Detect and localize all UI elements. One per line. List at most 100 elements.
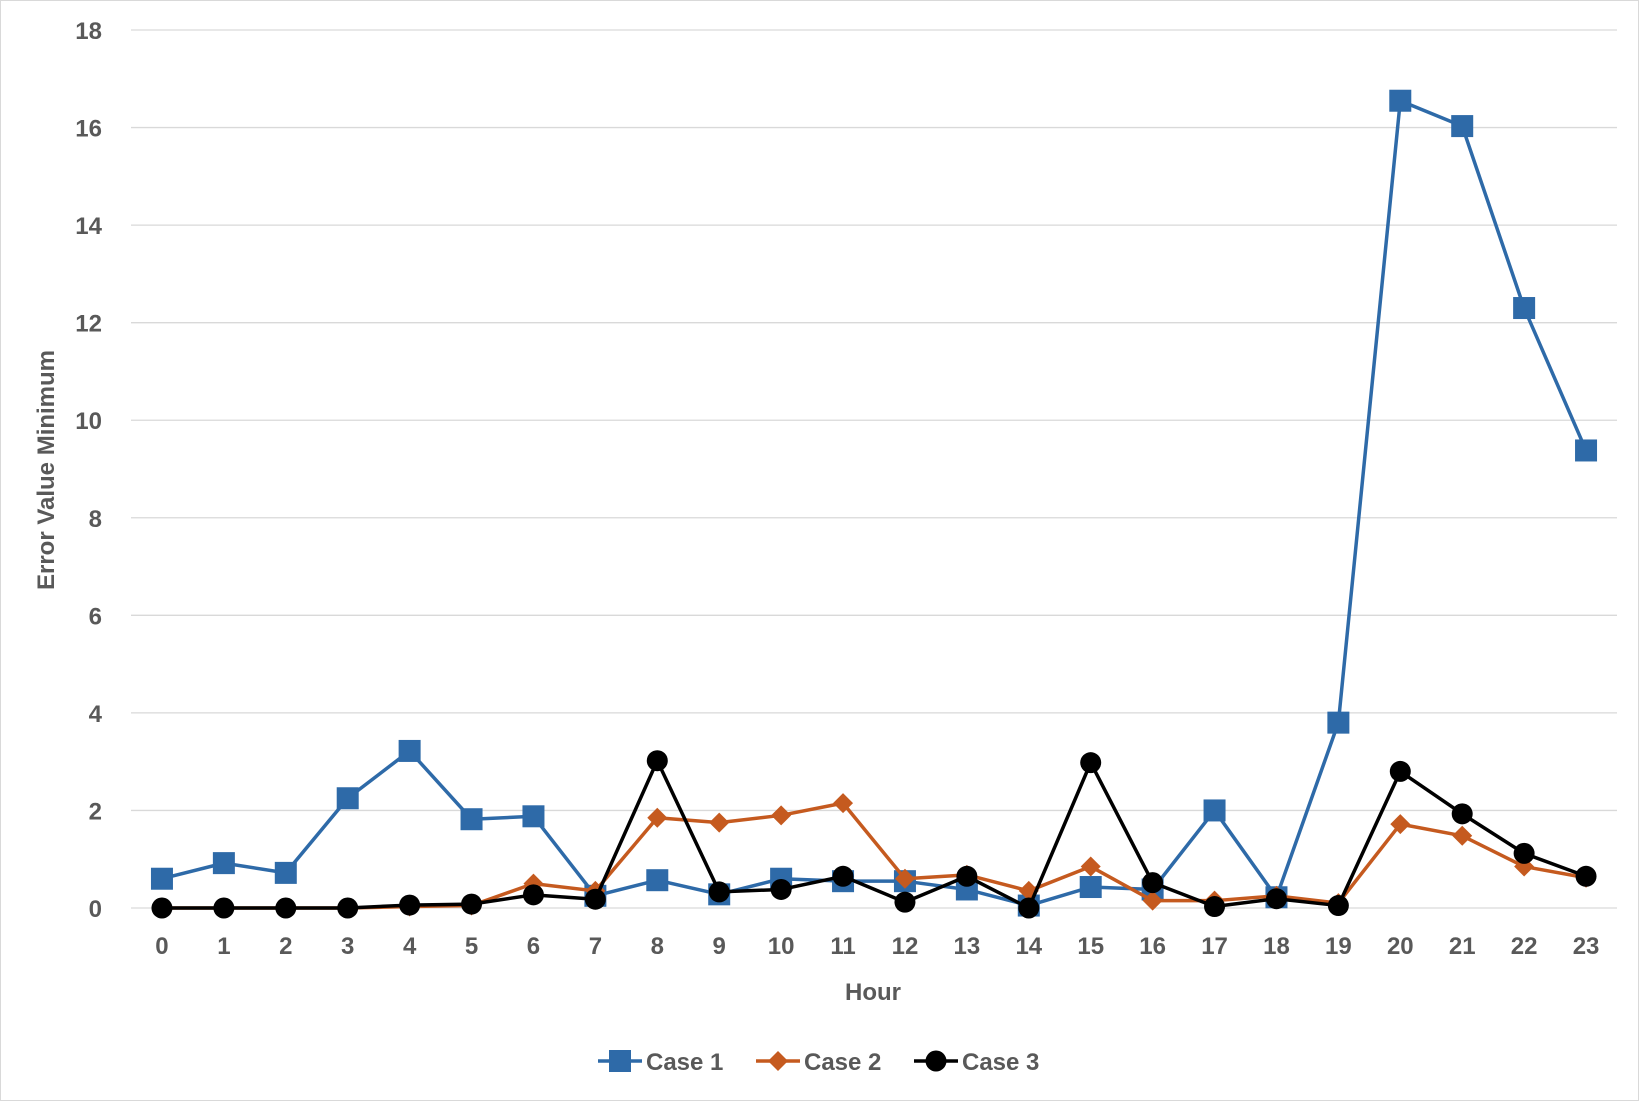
data-point bbox=[1389, 89, 1412, 112]
series-line bbox=[161, 98, 1588, 908]
x-tick-label: 19 bbox=[1325, 933, 1352, 960]
y-axis-tick-labels: 0 2 4 6 8 10 12 14 16 18 bbox=[75, 18, 102, 923]
data-point bbox=[1080, 752, 1102, 774]
x-tick-label: 13 bbox=[954, 933, 981, 960]
x-tick-label: 22 bbox=[1511, 933, 1538, 960]
x-tick-label: 8 bbox=[651, 933, 664, 960]
data-point bbox=[1080, 856, 1101, 877]
data-point bbox=[833, 793, 854, 814]
data-point bbox=[212, 852, 235, 875]
x-tick-label: 23 bbox=[1573, 933, 1600, 960]
data-point bbox=[647, 807, 668, 828]
data-point bbox=[1575, 439, 1598, 462]
legend: Case 1 Case 2 Case 3 bbox=[598, 1049, 1039, 1076]
x-tick-label: 4 bbox=[403, 933, 417, 960]
legend-label: Case 1 bbox=[646, 1049, 723, 1076]
data-point bbox=[708, 881, 730, 903]
y-tick-label: 14 bbox=[75, 213, 102, 240]
x-tick-label: 1 bbox=[217, 933, 230, 960]
data-point bbox=[1079, 876, 1102, 899]
y-tick-label: 2 bbox=[89, 798, 102, 825]
data-point bbox=[274, 861, 297, 884]
data-point bbox=[832, 865, 854, 887]
x-axis-tick-labels: 0 1 2 3 4 5 6 7 8 9 10 11 12 13 14 15 16 17 18 19 20 21 22 23 bbox=[155, 933, 1599, 960]
data-point bbox=[461, 893, 483, 915]
x-tick-label: 2 bbox=[279, 933, 292, 960]
y-tick-label: 8 bbox=[89, 506, 102, 533]
x-tick-label: 21 bbox=[1449, 933, 1476, 960]
legend-marker bbox=[925, 1050, 947, 1072]
legend-marker bbox=[609, 1050, 631, 1072]
x-tick-label: 0 bbox=[155, 933, 168, 960]
legend-label: Case 3 bbox=[962, 1049, 1039, 1076]
series-3 bbox=[151, 750, 1597, 919]
data-point bbox=[1451, 115, 1474, 138]
series-layer bbox=[150, 89, 1598, 919]
data-point bbox=[1513, 297, 1536, 320]
x-tick-label: 7 bbox=[589, 933, 602, 960]
series-line bbox=[161, 801, 1587, 910]
x-tick-label: 6 bbox=[527, 933, 540, 960]
data-point bbox=[1327, 711, 1350, 734]
x-tick-label: 16 bbox=[1139, 933, 1166, 960]
x-tick-label: 12 bbox=[892, 933, 919, 960]
data-point bbox=[151, 897, 173, 919]
data-point bbox=[770, 878, 792, 900]
data-point bbox=[1451, 803, 1473, 825]
data-point bbox=[1513, 842, 1535, 864]
data-point bbox=[771, 805, 792, 826]
data-point bbox=[1452, 825, 1473, 846]
data-point bbox=[646, 750, 668, 772]
x-tick-label: 10 bbox=[768, 933, 795, 960]
data-point bbox=[399, 894, 421, 916]
y-tick-label: 18 bbox=[75, 18, 102, 45]
data-point bbox=[522, 884, 544, 906]
x-tick-label: 9 bbox=[713, 933, 726, 960]
data-point bbox=[1204, 896, 1226, 918]
data-point bbox=[398, 739, 421, 762]
data-point bbox=[522, 805, 545, 828]
data-point bbox=[1018, 897, 1040, 919]
data-point bbox=[1327, 895, 1349, 917]
x-tick-label: 11 bbox=[830, 933, 855, 960]
x-tick-label: 17 bbox=[1201, 933, 1228, 960]
data-point bbox=[460, 808, 483, 831]
x-tick-label: 3 bbox=[341, 933, 354, 960]
data-point bbox=[894, 891, 916, 913]
y-tick-label: 12 bbox=[75, 311, 102, 338]
data-point bbox=[337, 897, 359, 919]
x-axis-title: Hour bbox=[845, 979, 901, 1006]
data-point bbox=[1142, 890, 1163, 911]
x-tick-label: 20 bbox=[1387, 933, 1414, 960]
legend-label: Case 2 bbox=[804, 1049, 881, 1076]
data-point bbox=[709, 812, 730, 833]
data-point bbox=[1203, 799, 1226, 822]
data-point bbox=[150, 867, 173, 890]
x-tick-label: 15 bbox=[1077, 933, 1104, 960]
y-tick-label: 0 bbox=[89, 896, 102, 923]
y-tick-label: 10 bbox=[75, 408, 102, 435]
data-point bbox=[1265, 888, 1287, 910]
data-point bbox=[1390, 814, 1411, 835]
series-1 bbox=[150, 89, 1598, 917]
y-axis-title: Error Value Minimum bbox=[33, 350, 60, 590]
data-point bbox=[1142, 872, 1164, 894]
x-tick-label: 18 bbox=[1263, 933, 1290, 960]
data-point bbox=[1389, 760, 1411, 782]
series-2 bbox=[151, 793, 1597, 918]
data-point bbox=[956, 865, 978, 887]
x-tick-label: 14 bbox=[1015, 933, 1042, 960]
legend-item: Case 3 bbox=[914, 1049, 1039, 1076]
data-point bbox=[894, 868, 915, 889]
y-tick-label: 16 bbox=[75, 116, 102, 143]
data-point bbox=[336, 787, 359, 810]
data-point bbox=[584, 888, 606, 910]
legend-item: Case 1 bbox=[598, 1049, 723, 1076]
data-point bbox=[1575, 865, 1597, 887]
legend-item: Case 2 bbox=[756, 1049, 881, 1076]
x-tick-label: 5 bbox=[465, 933, 478, 960]
series-line bbox=[161, 758, 1587, 910]
data-point bbox=[646, 869, 669, 892]
y-tick-label: 4 bbox=[89, 701, 103, 728]
